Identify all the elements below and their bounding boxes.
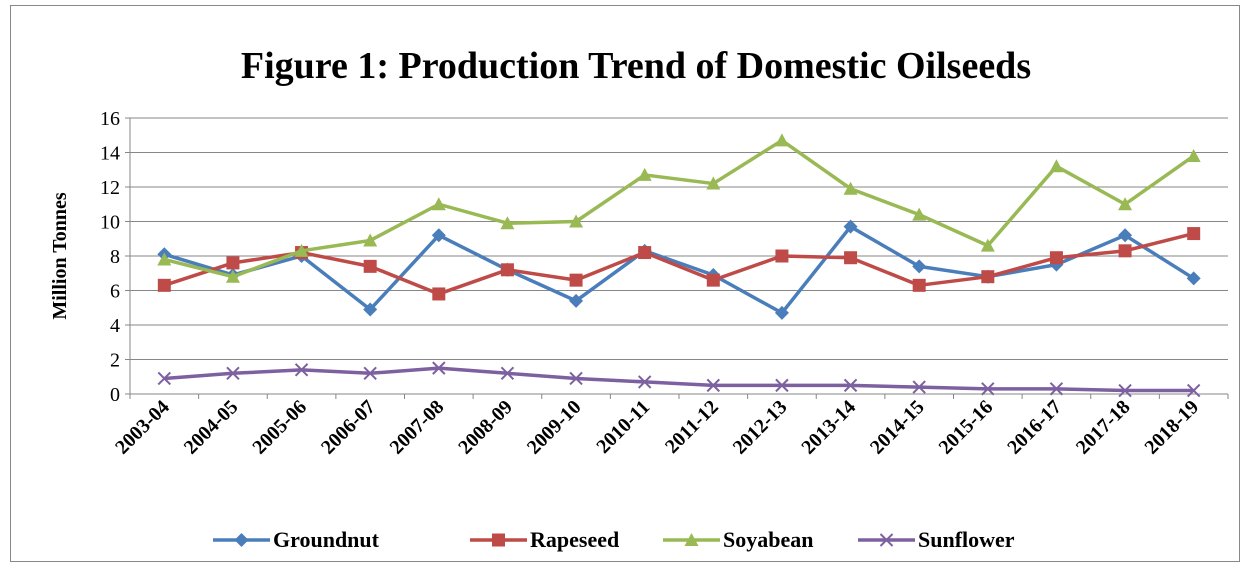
marker — [879, 533, 894, 547]
legend: Groundnut Rapeseed Soyabean Sunflower — [213, 527, 1015, 552]
legend-item: Rapeseed — [470, 527, 619, 552]
marker — [912, 380, 926, 394]
marker — [1118, 228, 1133, 243]
marker — [981, 382, 995, 396]
marker — [843, 378, 858, 393]
marker — [492, 533, 505, 547]
marker — [843, 219, 858, 234]
marker — [1186, 148, 1201, 162]
marker — [774, 305, 789, 320]
y-tick-label: 2 — [110, 350, 120, 372]
marker — [844, 251, 858, 265]
legend-label: Soyabean — [723, 527, 813, 552]
marker — [363, 259, 377, 273]
chart-title: Figure 1: Production Trend of Domestic O… — [241, 45, 1031, 87]
y-tick-label: 6 — [110, 281, 120, 303]
marker — [706, 378, 721, 393]
marker — [157, 252, 172, 266]
marker — [432, 287, 446, 301]
marker — [294, 243, 309, 257]
marker — [500, 263, 514, 277]
legend-item: Soyabean — [663, 527, 813, 552]
marker — [637, 167, 652, 181]
marker — [225, 269, 240, 283]
marker — [157, 278, 171, 292]
marker — [569, 293, 584, 308]
marker — [1049, 251, 1063, 265]
marker — [637, 375, 652, 389]
marker — [1118, 197, 1133, 211]
marker — [1186, 271, 1201, 286]
series-line — [163, 224, 1195, 315]
marker — [363, 366, 377, 381]
marker — [1118, 383, 1132, 398]
marker — [638, 246, 652, 260]
marker — [912, 207, 927, 221]
marker — [431, 228, 446, 243]
series-line — [163, 231, 1195, 296]
marker — [980, 238, 995, 252]
marker — [912, 259, 927, 274]
y-tick-label: 0 — [110, 384, 120, 406]
series-line — [164, 366, 1194, 393]
marker — [775, 378, 789, 393]
marker — [226, 256, 240, 270]
marker — [981, 270, 995, 284]
y-tick-label: 16 — [100, 108, 120, 130]
y-tick-label: 4 — [110, 315, 120, 337]
y-axis-label: Million Tonnes — [49, 192, 71, 319]
marker — [500, 216, 515, 230]
marker — [1187, 227, 1201, 241]
marker — [363, 302, 378, 317]
legend-item: Sunflower — [858, 527, 1015, 552]
marker — [912, 278, 926, 292]
marker — [234, 533, 249, 547]
marker — [1049, 159, 1064, 173]
chart-border — [10, 5, 1240, 562]
marker — [775, 249, 789, 263]
marker — [1049, 382, 1064, 396]
legend-item: Groundnut — [213, 527, 380, 552]
legend-label: Sunflower — [918, 527, 1015, 552]
marker — [706, 176, 721, 190]
series-line — [163, 138, 1195, 279]
marker — [157, 371, 172, 386]
marker — [431, 197, 446, 211]
y-tick-label: 12 — [100, 177, 120, 199]
marker — [774, 133, 789, 147]
y-tick-label: 10 — [100, 212, 120, 234]
marker — [569, 371, 583, 386]
marker — [569, 214, 584, 228]
marker — [432, 361, 446, 375]
legend-label: Groundnut — [273, 527, 380, 552]
marker — [569, 273, 583, 287]
marker — [363, 233, 378, 247]
marker — [226, 366, 240, 381]
legend-label: Rapeseed — [530, 527, 619, 552]
marker — [294, 363, 309, 377]
marker — [706, 273, 720, 287]
marker — [500, 366, 515, 381]
marker — [1118, 244, 1132, 258]
y-tick-label: 14 — [100, 143, 120, 165]
y-tick-label: 8 — [110, 246, 120, 268]
marker — [843, 181, 858, 195]
marker — [1186, 383, 1201, 398]
marker — [684, 533, 699, 546]
